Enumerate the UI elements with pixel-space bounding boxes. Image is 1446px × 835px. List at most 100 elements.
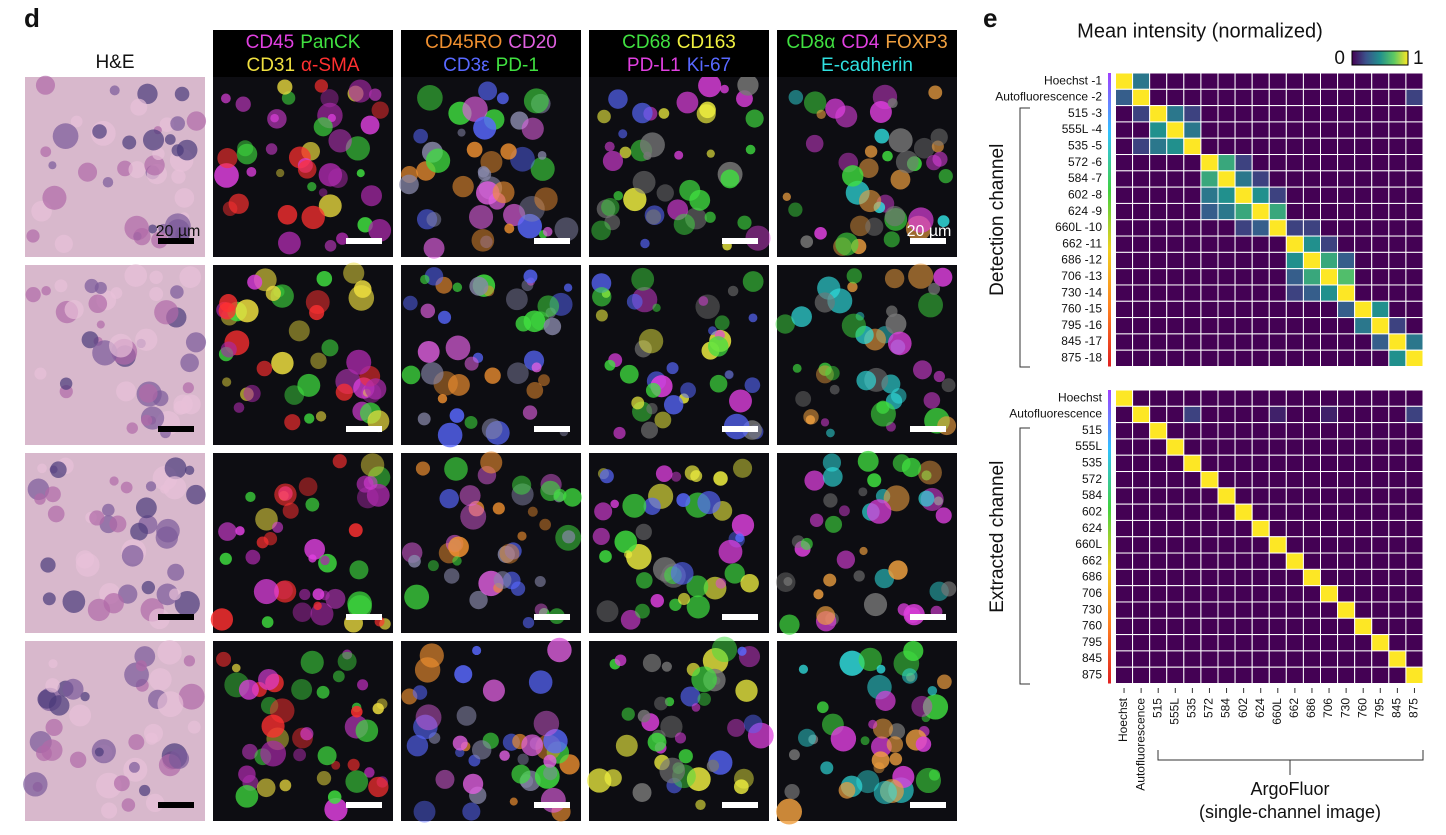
scale-bar xyxy=(722,238,758,244)
heatmap-cell xyxy=(1285,154,1304,172)
cell xyxy=(735,679,758,702)
heatmap-cell xyxy=(1183,349,1202,368)
heatmap-cell xyxy=(1268,88,1287,107)
heatmap-cell xyxy=(1388,454,1407,473)
marker-name: CD4 xyxy=(841,32,879,53)
cell xyxy=(656,184,674,202)
heatmap-cell xyxy=(1251,389,1270,407)
cell xyxy=(876,664,886,674)
cell xyxy=(473,116,497,140)
cell xyxy=(124,264,148,287)
heatmap-cell xyxy=(1268,438,1287,456)
cell xyxy=(235,526,245,536)
heatmap-cell xyxy=(1234,105,1253,123)
cell xyxy=(293,748,307,762)
cell xyxy=(595,309,608,322)
cell xyxy=(96,320,105,329)
cell xyxy=(89,510,105,526)
cell xyxy=(933,370,945,383)
cell xyxy=(69,704,92,727)
heatmap-cell xyxy=(1251,438,1270,456)
heatmap-cell xyxy=(1371,585,1390,603)
heatmap-cell xyxy=(1354,454,1373,473)
cell xyxy=(829,384,840,395)
image-tile xyxy=(25,453,206,633)
cell xyxy=(918,490,935,507)
cell xyxy=(443,568,460,584)
y-axis-title: Detection channel xyxy=(987,144,1008,296)
row-label: 875 -18 xyxy=(1061,351,1102,365)
cell xyxy=(348,285,375,311)
cell xyxy=(247,274,263,290)
heatmap-cell xyxy=(1149,617,1168,636)
heatmap-cell xyxy=(1149,422,1168,440)
heatmap-cell xyxy=(1285,519,1304,538)
heatmap-cell xyxy=(1183,219,1202,237)
cell xyxy=(713,471,728,486)
cell xyxy=(471,740,492,760)
header-line: CD3ε PD-1 xyxy=(443,55,539,76)
cell xyxy=(492,181,515,204)
heatmap-cell xyxy=(1217,88,1236,107)
heatmap-cell xyxy=(1115,438,1134,456)
row-label: 555L xyxy=(1075,439,1102,453)
cell xyxy=(282,502,299,519)
heatmap-cell xyxy=(1337,405,1356,424)
cell xyxy=(363,476,378,490)
heatmap-cell xyxy=(1285,317,1304,335)
row-label: 572 xyxy=(1082,472,1102,486)
heatmap-cell xyxy=(1337,268,1356,286)
header-box xyxy=(213,30,393,77)
heatmap-cell xyxy=(1302,251,1321,270)
heatmap-cell xyxy=(1200,536,1219,554)
column-label: 555L xyxy=(1167,698,1181,725)
heatmap-cell xyxy=(1200,317,1219,335)
cell xyxy=(839,650,865,676)
cell xyxy=(40,557,56,573)
header-line: CD31 α-SMA xyxy=(246,55,359,76)
heatmap-cell xyxy=(1302,202,1321,221)
heatmap-cell xyxy=(1388,300,1407,319)
heatmap-cell xyxy=(1320,503,1339,521)
heatmap-cell xyxy=(1115,503,1134,521)
heatmap-cell xyxy=(1115,268,1134,286)
cell xyxy=(62,590,86,613)
heatmap-cell xyxy=(1337,568,1356,587)
heatmap-cell xyxy=(1371,105,1390,123)
heatmap-cell xyxy=(1371,634,1390,652)
column-label: 535 xyxy=(1185,698,1199,718)
heatmap-cell xyxy=(1405,219,1424,237)
header-line: CD45RO CD20 xyxy=(425,32,557,53)
heatmap-cell xyxy=(1285,666,1304,685)
cell xyxy=(305,290,330,314)
heatmap-cell xyxy=(1302,552,1321,570)
cell xyxy=(300,650,324,674)
heatmap-cell xyxy=(1115,300,1134,319)
heatmap-cell xyxy=(1354,235,1373,253)
heatmap-cell xyxy=(1371,438,1390,456)
cell xyxy=(91,739,116,764)
cell xyxy=(521,117,544,140)
cell xyxy=(420,274,430,285)
cell xyxy=(543,754,557,768)
heatmap-cell xyxy=(1166,72,1185,90)
heatmap-cell xyxy=(1115,202,1134,221)
cell xyxy=(912,360,932,380)
cell xyxy=(614,530,638,554)
heatmap-cell xyxy=(1388,389,1407,407)
heatmap-cell xyxy=(1234,617,1253,636)
heatmap-cell xyxy=(1268,405,1287,424)
cell xyxy=(141,414,153,426)
image-tile xyxy=(775,450,957,635)
heatmap-cell xyxy=(1354,666,1373,685)
cell xyxy=(825,365,840,381)
heatmap-cell xyxy=(1285,105,1304,123)
column-label: 662 xyxy=(1287,698,1301,718)
heatmap-cell xyxy=(1149,317,1168,335)
heatmap-cell xyxy=(1149,454,1168,473)
cell xyxy=(655,465,673,482)
cell xyxy=(680,686,701,707)
heatmap-cell xyxy=(1149,105,1168,123)
heatmap-cell xyxy=(1200,650,1219,668)
heatmap-cell xyxy=(1251,170,1270,188)
